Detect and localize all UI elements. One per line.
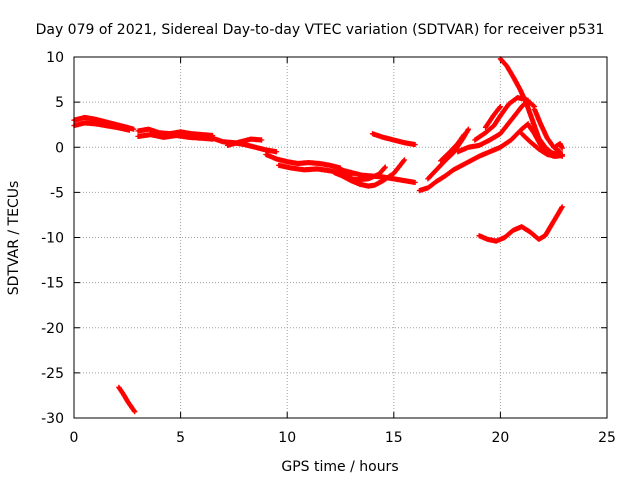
series-arc-dip-2	[344, 164, 388, 183]
series-arc-lower	[476, 204, 565, 244]
x-tick-label: 20	[491, 430, 509, 446]
data-marks-arc-rise-4	[455, 97, 531, 155]
x-tick-label: 0	[70, 430, 79, 446]
grid-lines	[74, 57, 607, 418]
y-tick-label: -15	[41, 276, 64, 292]
series-arc-fall-3	[519, 131, 565, 159]
data-marks-arc-fall-2	[531, 106, 563, 155]
x-tick-label: 15	[385, 430, 403, 446]
data-marks-arc-main-3	[135, 126, 216, 139]
series-arc-end-hook	[553, 141, 565, 151]
data-marks-arc-rise-6	[482, 104, 503, 130]
y-axis-label: SDTVAR / TECUs	[6, 181, 22, 296]
y-tick-label: -25	[41, 366, 64, 382]
x-tick-label: 25	[598, 430, 616, 446]
data-marks-arc-dip-2	[344, 164, 388, 183]
y-tick-label: -10	[41, 231, 64, 247]
series-arc-fall-2	[531, 106, 563, 155]
data-marks-arc-fall-3	[519, 131, 565, 159]
x-tick-label: 10	[278, 430, 296, 446]
chart-title: Day 079 of 2021, Sidereal Day-to-day VTE…	[36, 22, 605, 38]
y-tick-label: 10	[46, 50, 64, 66]
series-arc-main-3	[135, 126, 216, 139]
data-marks-arc-main-4	[135, 132, 216, 142]
series-arc-rise-6	[482, 104, 503, 130]
y-tick-label: -30	[41, 411, 64, 427]
y-tick-label: -5	[50, 185, 64, 201]
data-marks-arc-upper	[369, 131, 418, 148]
series-arc-main-4	[135, 132, 216, 142]
data-marks-arc-bottom	[116, 384, 138, 415]
y-tick-label: 0	[55, 140, 64, 156]
data-marks-arc-main-7	[263, 151, 344, 171]
series-arc-rise-3	[438, 132, 467, 164]
x-axis-label: GPS time / hours	[281, 459, 398, 475]
x-tick-label: 5	[176, 430, 185, 446]
series-arc-bottom	[116, 384, 138, 415]
data-marks-arc-end-hook	[553, 141, 565, 151]
data-marks-arc-main-6	[224, 136, 265, 148]
series-arc-rise-4	[455, 97, 531, 155]
plot-frame	[73, 56, 608, 419]
series-arc-rise-1	[416, 121, 531, 194]
series-arc-upper	[369, 131, 418, 148]
series-arc-main-7	[263, 151, 344, 171]
data-marks-arc-rise-3	[438, 132, 467, 164]
series-arc-main-6	[224, 136, 265, 148]
y-tick-label: 5	[55, 95, 64, 111]
data-marks-arc-rise-1	[416, 121, 531, 194]
data-marks-arc-lower	[476, 204, 565, 244]
y-tick-label: -20	[41, 321, 64, 337]
data-series	[71, 56, 565, 415]
